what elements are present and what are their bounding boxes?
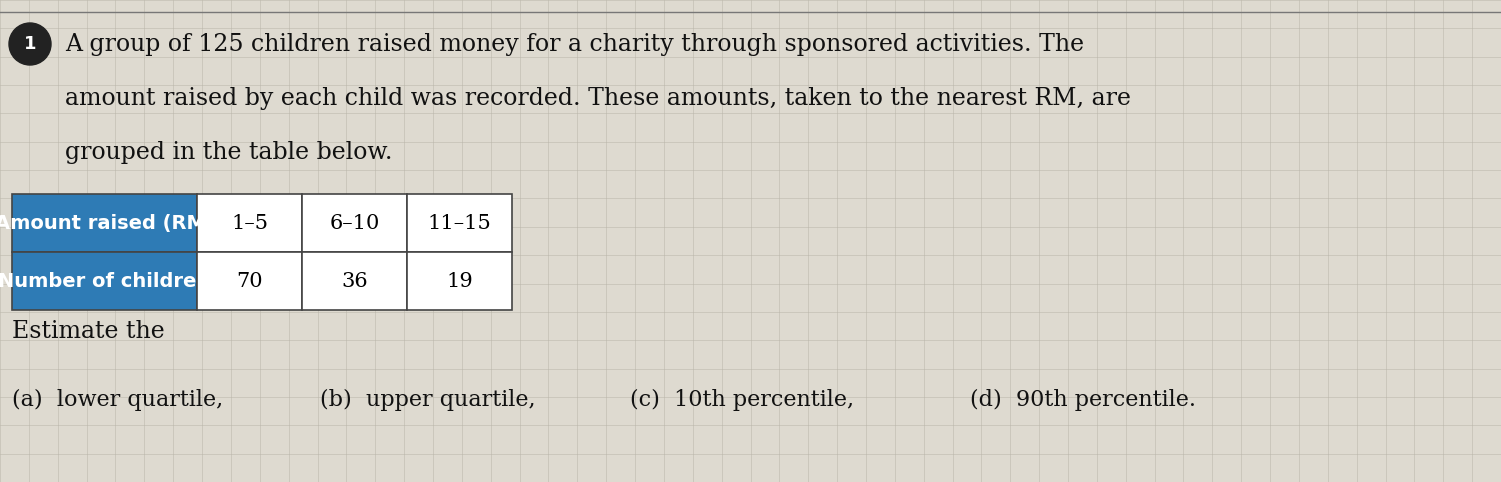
- FancyBboxPatch shape: [12, 194, 197, 252]
- FancyBboxPatch shape: [407, 194, 512, 252]
- Text: 19: 19: [446, 271, 473, 291]
- Text: 36: 36: [341, 271, 368, 291]
- Text: Estimate the: Estimate the: [12, 321, 165, 344]
- Text: A group of 125 children raised money for a charity through sponsored activities.: A group of 125 children raised money for…: [65, 32, 1084, 55]
- Text: Number of children: Number of children: [0, 271, 210, 291]
- Circle shape: [9, 23, 51, 65]
- FancyBboxPatch shape: [302, 194, 407, 252]
- Text: (d)  90th percentile.: (d) 90th percentile.: [970, 389, 1196, 411]
- FancyBboxPatch shape: [302, 252, 407, 310]
- Text: 6–10: 6–10: [329, 214, 380, 232]
- FancyBboxPatch shape: [407, 252, 512, 310]
- FancyBboxPatch shape: [197, 194, 302, 252]
- Text: 1: 1: [24, 35, 36, 53]
- FancyBboxPatch shape: [197, 252, 302, 310]
- Text: grouped in the table below.: grouped in the table below.: [65, 140, 392, 163]
- Text: (b)  upper quartile,: (b) upper quartile,: [320, 389, 536, 411]
- Text: 70: 70: [236, 271, 263, 291]
- Text: amount raised by each child was recorded. These amounts, taken to the nearest RM: amount raised by each child was recorded…: [65, 86, 1130, 109]
- Text: 11–15: 11–15: [428, 214, 491, 232]
- Text: (c)  10th percentile,: (c) 10th percentile,: [630, 389, 854, 411]
- Text: 1–5: 1–5: [231, 214, 269, 232]
- Text: (a)  lower quartile,: (a) lower quartile,: [12, 389, 224, 411]
- Text: Amount raised (RM): Amount raised (RM): [0, 214, 215, 232]
- FancyBboxPatch shape: [12, 252, 197, 310]
